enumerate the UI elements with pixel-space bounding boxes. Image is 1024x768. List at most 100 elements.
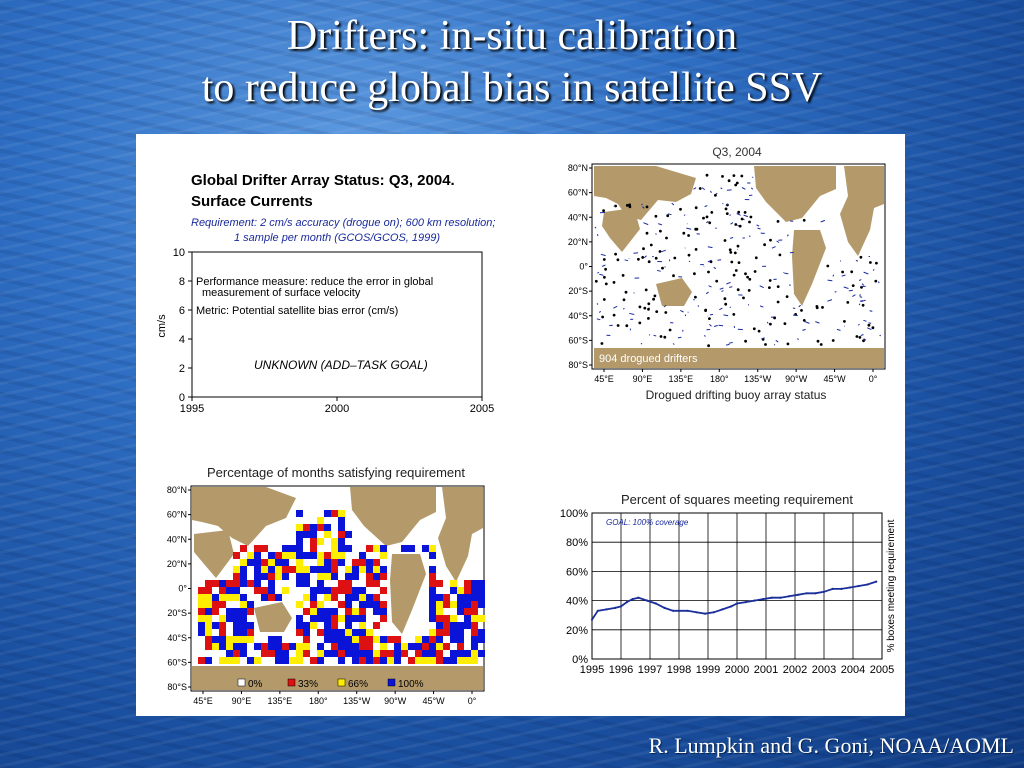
drifter-track [600, 253, 606, 257]
drifter-dot [737, 210, 741, 214]
pct-map-cell [443, 594, 450, 601]
pct-map-cell [401, 650, 408, 657]
pct-map-cell [268, 650, 275, 657]
pct-map-cell [212, 594, 219, 601]
pct-map-cell [219, 643, 226, 650]
pct-map-cell [240, 643, 247, 650]
pct-map-cell [345, 587, 352, 594]
drifter-dot [647, 307, 650, 311]
drifter-track [723, 314, 729, 317]
pct-map-cell [373, 657, 380, 664]
pct-map-cell [464, 580, 471, 587]
pct-map-cell [471, 636, 478, 643]
drifter-dot [654, 214, 658, 218]
pct-map-lon-labels: 45°E 90°E 135°E 180° 135°W 90°W 45°W 0° [193, 691, 477, 706]
pct-map-cell [205, 615, 212, 622]
drifter-dot [594, 279, 598, 283]
pct-chart-title: Percent of squares meeting requirement [621, 492, 853, 507]
pct-map-cell [317, 559, 324, 566]
pct-map-cell [205, 622, 212, 629]
drifter-dot [744, 272, 747, 276]
drifter-dot [819, 343, 823, 346]
drifter-dot [733, 251, 737, 255]
pct-map-cell [205, 601, 212, 608]
pct-map-cell [471, 650, 478, 657]
bias-chart-frame [191, 251, 483, 398]
pct-map-cell [443, 615, 450, 622]
pct-map-cell [373, 573, 380, 580]
pct-map-cell [450, 657, 457, 664]
pct-map-cell [317, 538, 324, 545]
pct-map-cell [205, 587, 212, 594]
pct-map-cell [429, 615, 436, 622]
lon-label: 90°E [633, 374, 653, 384]
pct-map-cell [373, 636, 380, 643]
drifter-dot [642, 247, 645, 251]
pct-map-cell [331, 643, 338, 650]
pct-map-cell [282, 545, 289, 552]
pct-map-cell [317, 650, 324, 657]
drifter-dot [802, 218, 806, 222]
pct-map-cell [212, 643, 219, 650]
pct-map-cell [373, 622, 380, 629]
drifter-dot [655, 310, 659, 313]
pct-map-cell [352, 643, 359, 650]
pct-map-cell [359, 615, 366, 622]
pct-map-cell [422, 545, 429, 552]
status-requirement2: 1 sample per month (GCOS/GCOS, 1999) [234, 232, 440, 244]
pct-map-cell [359, 594, 366, 601]
drifter-dot [846, 301, 850, 304]
status-requirement1: Requirement: 2 cm/s accuracy (drogue on)… [191, 217, 495, 229]
pct-map-cell [450, 615, 457, 622]
pct-map-cell [296, 531, 303, 538]
drifter-count-box [595, 351, 707, 365]
pct-map-cell [275, 594, 282, 601]
pct-map-cell [268, 573, 275, 580]
drifter-dot [708, 317, 711, 320]
drifter-dot [622, 298, 626, 302]
pct-map-cell [247, 580, 254, 587]
pct-map-cell [282, 650, 289, 657]
pct-chart-point [857, 584, 860, 588]
pct-legend-swatch [287, 678, 296, 687]
drifter-track [683, 214, 686, 216]
pct-map-cell [303, 573, 310, 580]
pct-map-cell [380, 587, 387, 594]
pct-map-cell [324, 615, 331, 622]
pct-map-cell [233, 552, 240, 559]
drifter-track [596, 303, 599, 305]
drifter-track [680, 309, 684, 313]
pct-map-cell [436, 615, 443, 622]
drifter-track [664, 266, 666, 268]
pct-map-cell [226, 594, 233, 601]
pct-map-cell [387, 636, 394, 643]
drifter-track [857, 323, 860, 326]
pct-map-cell [338, 524, 345, 531]
pct-map-cell [233, 650, 240, 657]
pct-map-cell [261, 594, 268, 601]
slide-title-line2: to reduce global bias in satellite SSV [201, 65, 823, 111]
pct-map-cell [324, 559, 331, 566]
pct-map-cell [324, 608, 331, 615]
pct-map-cell [247, 629, 254, 636]
pct-legend-label: 0% [248, 679, 263, 690]
drifter-dot [603, 275, 606, 279]
drifter-track [640, 342, 643, 345]
pct-chart-point [753, 599, 756, 602]
lat-label: 0° [579, 262, 588, 272]
drifter-track [705, 220, 709, 224]
drifter-track [643, 222, 649, 226]
pct-map-cell [457, 650, 464, 657]
pct-map-cell [366, 594, 373, 601]
pct-x-tick-label: 1999 [696, 664, 720, 676]
pct-map-cell [219, 601, 226, 608]
pct-map-cell [359, 657, 366, 664]
drifter-dot [729, 251, 733, 254]
drifter-dot [707, 344, 710, 348]
pct-map-cell [352, 650, 359, 657]
pct-map-cell [310, 657, 317, 664]
pct-chart-point [619, 605, 623, 608]
pct-map-cell [254, 552, 261, 559]
drifter-dot [641, 256, 645, 259]
pct-legend-label: 66% [348, 679, 368, 690]
